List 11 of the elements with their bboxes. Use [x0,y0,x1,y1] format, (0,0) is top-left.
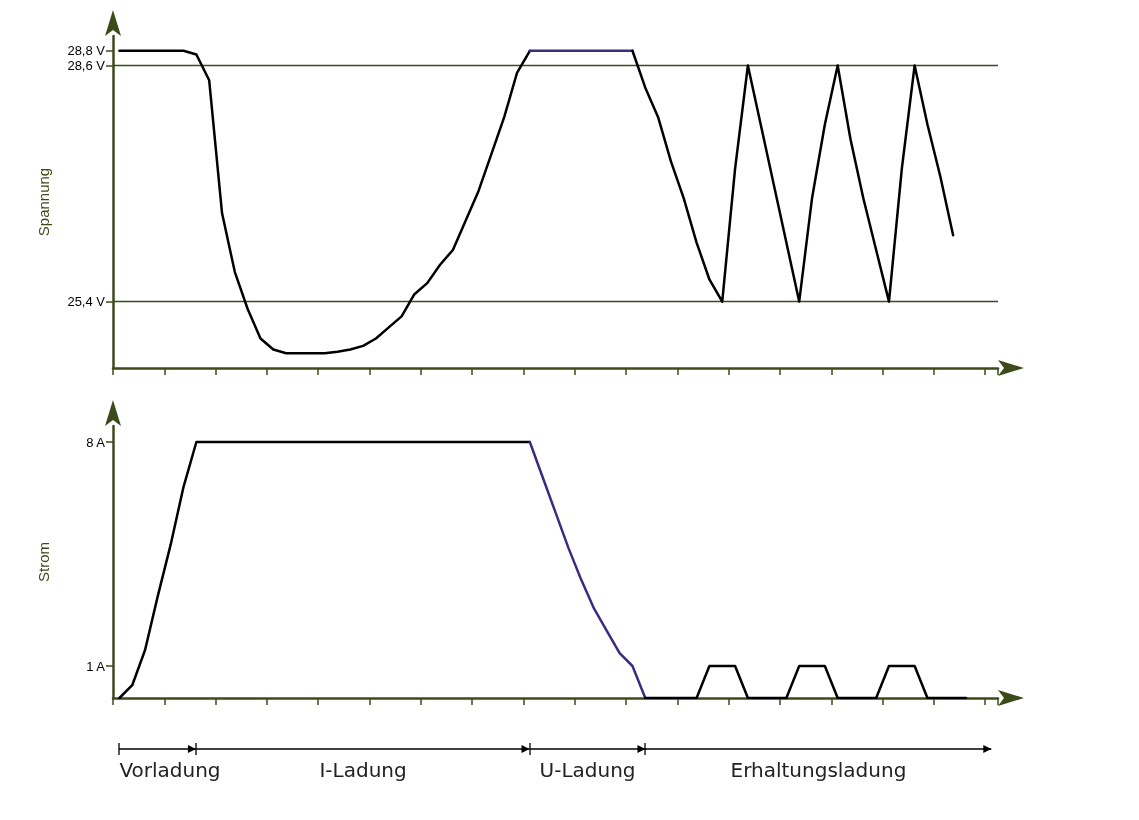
text: I-Ladung [319,758,407,782]
y-tick-label: 1 A [86,658,106,674]
y-tick-label: 28,8 V [67,43,106,59]
y-tick-label: 25,4 V [67,294,106,310]
text: U-Ladung [538,758,637,782]
y-tick-label: 28,6 V [67,58,106,74]
text: Erhaltungsladung [729,758,908,782]
y-axis-title: Strom [35,541,52,583]
text: Vorladung [119,758,221,782]
y-tick-label: 8 A [86,434,106,450]
y-axis-title: Spannung [35,167,52,237]
